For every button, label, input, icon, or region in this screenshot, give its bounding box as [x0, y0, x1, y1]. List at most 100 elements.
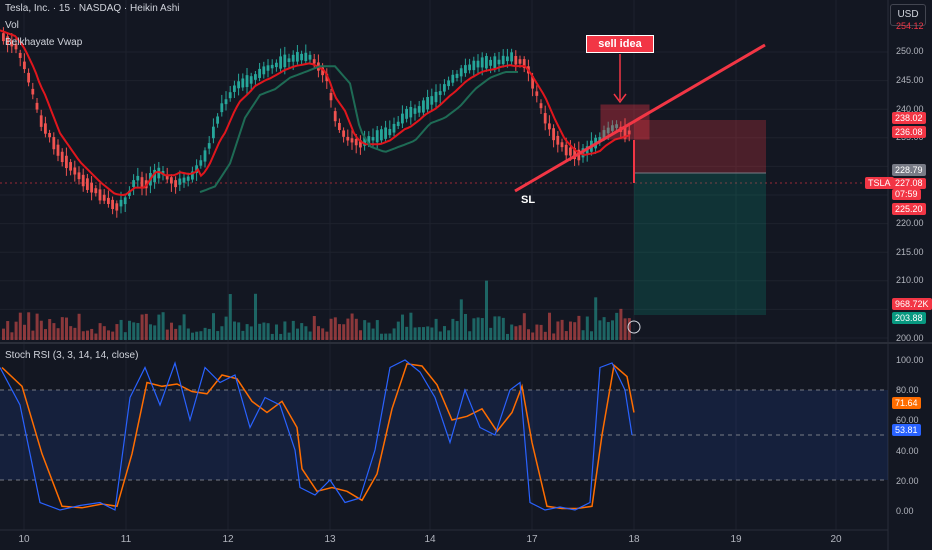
time-axis-label: 19 — [730, 534, 742, 545]
volume-bar — [279, 333, 283, 340]
candle-body — [535, 91, 539, 96]
volume-bar — [220, 326, 224, 340]
volume-bar — [136, 323, 140, 340]
volume-bar — [611, 320, 614, 340]
stoch-rsi-legend[interactable]: Stoch RSI (3, 3, 14, 14, close) — [5, 350, 139, 361]
candle-body — [476, 60, 480, 68]
candle-body — [195, 165, 198, 173]
candle-body — [560, 142, 564, 148]
price-tag-upper: 238.02 — [892, 112, 926, 124]
volume-bar — [359, 330, 362, 340]
candle-body — [224, 99, 228, 105]
volume-bar — [522, 313, 526, 340]
volume-bar — [455, 321, 459, 340]
volume-bar — [203, 327, 207, 340]
candle-body — [115, 203, 119, 211]
candle-body — [77, 172, 81, 180]
volume-bar — [375, 320, 379, 340]
candle-body — [44, 123, 47, 134]
volume-bar — [291, 320, 295, 340]
candle-body — [233, 85, 236, 92]
candle-body — [27, 72, 30, 83]
candle-body — [531, 76, 534, 89]
candle-body — [497, 59, 501, 65]
candle-body — [346, 136, 350, 141]
candle-body — [321, 67, 324, 76]
volume-bar — [598, 320, 602, 340]
rsi-axis-label: 0.00 — [896, 506, 914, 516]
stop-loss-label[interactable]: SL — [521, 194, 536, 206]
indicator-legend[interactable]: Belkhayate Vwap — [5, 37, 83, 48]
candle-body — [380, 129, 383, 141]
candle-body — [102, 194, 106, 201]
volume-bar — [338, 324, 341, 340]
target-tag: 203.88 — [892, 312, 926, 324]
candle-body — [186, 176, 190, 181]
volume-bar — [438, 331, 442, 340]
stoch-d-tag: 53.81 — [892, 424, 921, 436]
time-axis-label: 12 — [222, 534, 234, 545]
volume-bar — [548, 312, 551, 340]
candle-body — [81, 174, 85, 187]
volume-bar — [493, 316, 497, 340]
volume-legend[interactable]: Vol — [5, 20, 19, 31]
candle-body — [514, 55, 518, 65]
price-axis-label: 240.00 — [896, 104, 924, 114]
rsi-axis-label: 20.00 — [896, 476, 919, 486]
candle-body — [249, 76, 253, 84]
volume-bar — [564, 331, 568, 340]
candle-body — [548, 123, 551, 130]
candle-body — [266, 65, 270, 71]
candle-body — [426, 97, 429, 110]
price-axis-top-label: 254.12 — [896, 21, 924, 31]
candle-body — [296, 51, 299, 62]
candle-body — [157, 167, 161, 179]
price-tag-lower: 225.20 — [892, 203, 926, 215]
candle-body — [287, 58, 291, 62]
volume-bar — [39, 320, 43, 340]
volume-bar — [18, 312, 22, 340]
candle-body — [136, 175, 140, 181]
volume-bar — [527, 329, 530, 340]
volume-bar — [447, 330, 451, 340]
candle-body — [207, 143, 211, 149]
candle-body — [489, 59, 492, 66]
volume-bar — [191, 332, 194, 340]
candle-body — [623, 126, 627, 139]
candle-body — [178, 178, 182, 185]
candle-body — [275, 62, 278, 68]
candle-body — [254, 74, 257, 80]
volume-bar — [426, 326, 430, 340]
currency-button[interactable]: USD — [890, 4, 926, 26]
rsi-axis-label: 40.00 — [896, 446, 919, 456]
symbol-tag: TSLA — [865, 177, 894, 189]
volume-bar — [149, 324, 152, 340]
volume-bar — [52, 323, 56, 340]
volume-bar — [560, 319, 564, 340]
volume-bar — [388, 333, 392, 340]
volume-bar — [333, 317, 337, 340]
last-price-tag: 227.08 — [892, 178, 926, 189]
price-axis-label: 250.00 — [896, 46, 924, 56]
volume-bar — [287, 332, 291, 340]
sell-idea-label[interactable]: sell idea — [586, 35, 654, 53]
stoch-d-line — [1, 362, 635, 510]
volume-tag: 968.72K — [892, 298, 932, 310]
volume-bar — [363, 320, 367, 340]
candle-body — [283, 54, 287, 68]
candle-body — [73, 167, 77, 175]
volume-bar — [178, 325, 182, 340]
volume-bar — [485, 280, 488, 340]
candle-body — [203, 150, 207, 162]
volume-bar — [216, 331, 220, 340]
candle-body — [451, 74, 455, 83]
volume-bar — [207, 328, 211, 340]
symbol-legend[interactable]: Tesla, Inc. · 15 · NASDAQ · Heikin Ashi — [5, 3, 180, 14]
candle-body — [23, 61, 26, 70]
volume-bar — [81, 331, 85, 340]
volume-bar — [157, 314, 161, 340]
candle-body — [447, 80, 450, 87]
candle-body — [506, 56, 509, 62]
candle-body — [363, 137, 366, 146]
